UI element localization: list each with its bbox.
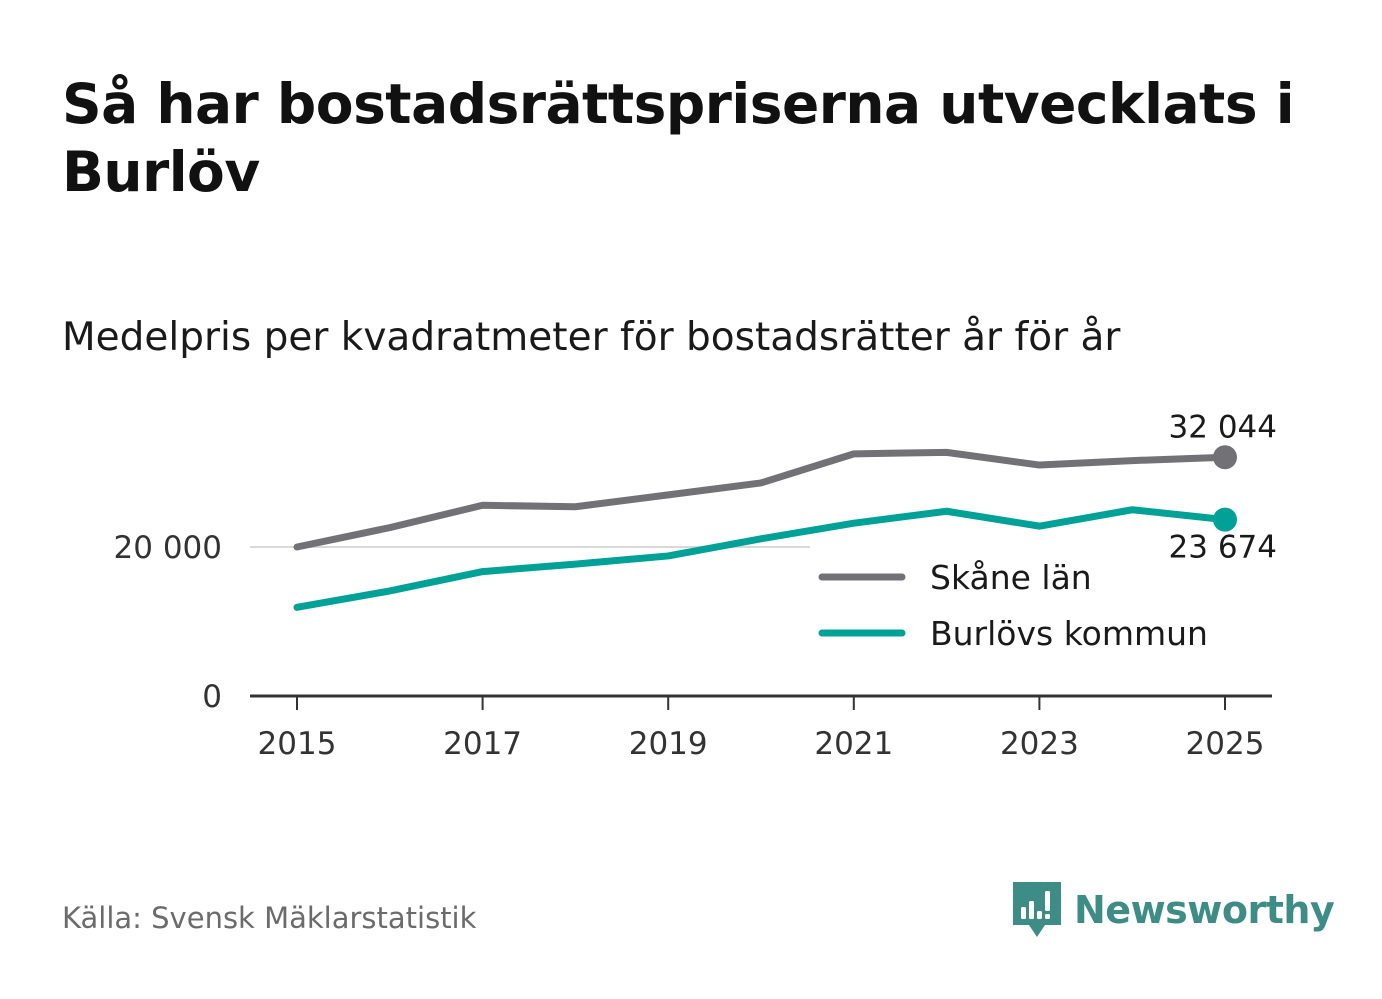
brand-logo[interactable]: Newsworthy	[1010, 878, 1335, 942]
x-tick-label: 2017	[443, 726, 522, 762]
x-tick-label: 2023	[1000, 726, 1079, 762]
end-labels: 32 044 23 674	[1169, 409, 1277, 565]
chart-title: Så har bostadsrättspriserna utvecklats i…	[62, 72, 1295, 204]
legend: Skåne län Burlövs kommun	[818, 558, 1208, 653]
x-tick-label: 2019	[629, 726, 708, 762]
y-tick-label: 20 000	[114, 530, 222, 566]
series-line-burlovs-kommun	[293, 506, 1229, 611]
legend-label: Skåne län	[930, 558, 1092, 597]
end-point-marker	[1213, 507, 1237, 532]
x-tick-label: 2025	[1186, 726, 1265, 762]
series-lines	[293, 445, 1237, 611]
end-point-marker	[1213, 445, 1237, 470]
newsworthy-logo-icon	[1013, 882, 1061, 937]
end-value-label: 32 044	[1169, 409, 1277, 445]
x-tick-label: 2021	[814, 726, 893, 762]
x-axis: 2015 2017 2019 2021 2023 2025	[250, 694, 1272, 762]
y-tick-label: 0	[202, 679, 222, 715]
brand-name: Newsworthy	[1074, 888, 1335, 932]
chart-subtitle: Medelpris per kvadratmeter för bostadsrä…	[62, 315, 1121, 360]
end-value-label: 23 674	[1169, 530, 1277, 566]
source-note: Källa: Svensk Mäklarstatistik	[62, 901, 477, 935]
legend-label: Burlövs kommun	[930, 614, 1208, 653]
x-tick-label: 2015	[258, 726, 337, 762]
y-axis: 0 20 000	[114, 530, 222, 715]
series-line-skane-lan	[293, 448, 1229, 551]
